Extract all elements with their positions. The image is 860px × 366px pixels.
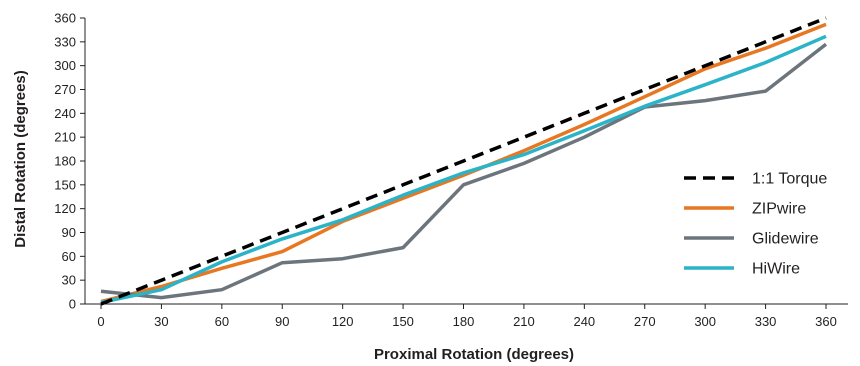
y-tick-label: 0	[69, 297, 76, 312]
legend-label: ZIPwire	[752, 201, 806, 218]
legend-label: Glidewire	[752, 231, 819, 248]
y-tick-label: 150	[54, 177, 76, 192]
y-tick-label: 210	[54, 130, 76, 145]
series-line-glidewire	[100, 42, 828, 300]
y-tick-label: 30	[62, 273, 76, 288]
y-tick-label: 240	[54, 106, 76, 121]
x-tick-label: 270	[634, 314, 656, 329]
y-axis-title: Distal Rotation (degrees)	[12, 70, 29, 248]
x-tick-label: 90	[275, 314, 289, 329]
y-axis-ticks: 0 30 60 90 120 150 180 210 240 270 300 330 360	[54, 11, 85, 312]
y-tick-label: 90	[62, 225, 76, 240]
x-tick-label: 210	[513, 314, 535, 329]
series-line-1-1-torque	[100, 16, 827, 306]
series-line-zipwire	[100, 22, 827, 304]
y-tick-label: 330	[54, 34, 76, 49]
y-tick-label: 300	[54, 58, 76, 73]
y-tick-label: 60	[62, 249, 76, 264]
y-tick-label: 270	[54, 82, 76, 97]
x-tick-label: 180	[453, 314, 475, 329]
legend: 1:1 Torque ZIPwire Glidewire HiWire	[684, 171, 827, 278]
x-tick-label: 330	[755, 314, 777, 329]
x-axis-ticks: 0 30 60 90 120 150 180 210 240 270 300 330 360	[97, 304, 837, 329]
y-tick-label: 360	[54, 11, 76, 26]
x-tick-label: 360	[815, 314, 837, 329]
y-tick-label: 120	[54, 201, 76, 216]
series-line-hiwire	[100, 34, 827, 305]
x-tick-label: 150	[392, 314, 414, 329]
x-axis-title: Proximal Rotation (degrees)	[374, 346, 574, 363]
y-tick-label: 180	[54, 154, 76, 169]
x-tick-label: 60	[215, 314, 229, 329]
x-tick-label: 30	[154, 314, 168, 329]
series-layer	[100, 16, 828, 306]
legend-label: 1:1 Torque	[752, 171, 827, 188]
x-tick-label: 0	[97, 314, 104, 329]
legend-label: HiWire	[752, 261, 800, 278]
x-tick-label: 240	[573, 314, 595, 329]
x-tick-label: 120	[332, 314, 354, 329]
x-tick-label: 300	[694, 314, 716, 329]
